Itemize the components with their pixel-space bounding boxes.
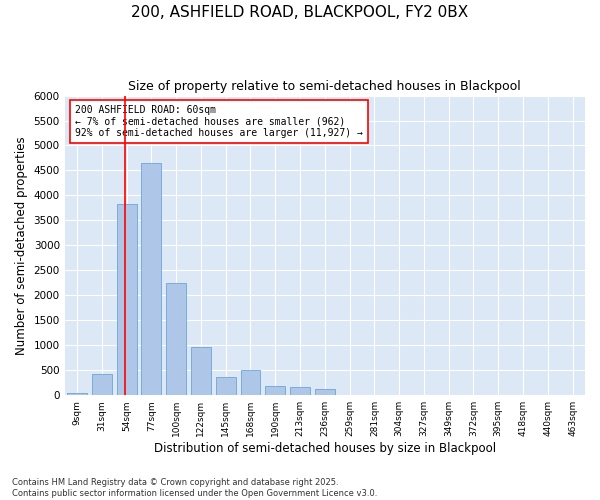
Text: 200 ASHFIELD ROAD: 60sqm
← 7% of semi-detached houses are smaller (962)
92% of s: 200 ASHFIELD ROAD: 60sqm ← 7% of semi-de…: [75, 104, 363, 138]
Bar: [315, 388, 335, 395]
X-axis label: Distribution of semi-detached houses by size in Blackpool: Distribution of semi-detached houses by …: [154, 442, 496, 455]
Text: Contains HM Land Registry data © Crown copyright and database right 2025.
Contai: Contains HM Land Registry data © Crown c…: [12, 478, 377, 498]
Y-axis label: Number of semi-detached properties: Number of semi-detached properties: [15, 136, 28, 354]
Bar: [216, 377, 236, 395]
Bar: [265, 386, 285, 395]
Bar: [92, 374, 112, 395]
Bar: [191, 347, 211, 395]
Bar: [166, 283, 186, 395]
Bar: [241, 370, 260, 395]
Title: Size of property relative to semi-detached houses in Blackpool: Size of property relative to semi-detach…: [128, 80, 521, 93]
Bar: [142, 164, 161, 395]
Bar: [117, 204, 137, 395]
Bar: [67, 392, 87, 395]
Text: 200, ASHFIELD ROAD, BLACKPOOL, FY2 0BX: 200, ASHFIELD ROAD, BLACKPOOL, FY2 0BX: [131, 5, 469, 20]
Bar: [290, 386, 310, 395]
